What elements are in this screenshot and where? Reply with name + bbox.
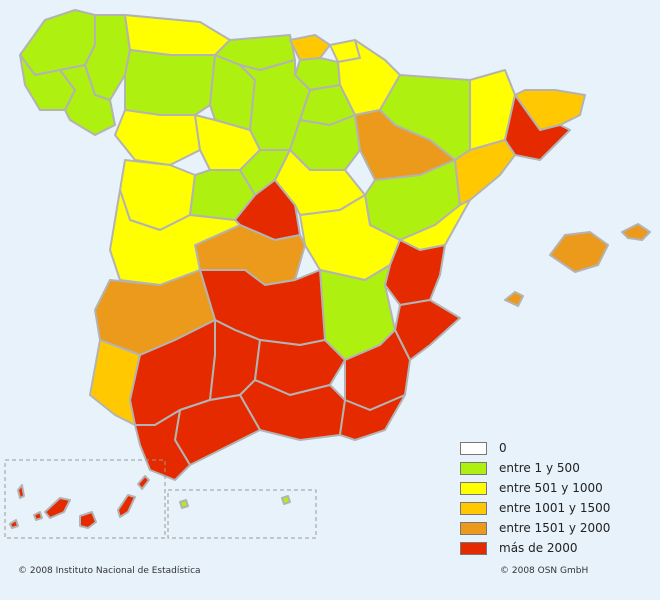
legend-label: entre 1 y 500 [499,461,580,475]
melilla[interactable] [281,495,291,505]
canary-islands-inset [4,459,166,539]
legend-swatch [460,521,487,535]
ceuta[interactable] [179,499,189,509]
province-caceres[interactable] [109,189,241,286]
legend-label: entre 1001 y 1500 [499,501,611,515]
province-ibiza[interactable] [504,291,524,307]
legend-item: entre 501 y 1000 [460,478,650,498]
legend-swatch [460,501,487,515]
province-zamora[interactable] [114,109,201,166]
island-gran-canaria[interactable] [79,511,97,529]
legend-label: más de 2000 [499,541,578,555]
province-mallorca[interactable] [549,231,609,273]
province-asturias[interactable] [124,14,231,56]
copyright-ine: © 2008 Instituto Nacional de Estadística [18,566,201,576]
province-vizcaya[interactable] [289,34,331,61]
legend-item: 0 [460,438,650,458]
copyright-osn: © 2008 OSN GmbH [500,566,589,576]
legend-item: entre 1 y 500 [460,458,650,478]
island-fuerteventura[interactable] [117,494,136,518]
island-lanzarote[interactable] [137,475,150,490]
legend-item: más de 2000 [460,538,650,558]
province-menorca[interactable] [621,223,651,241]
province-valencia[interactable] [384,239,446,306]
province-almeria[interactable] [339,394,406,441]
province-cadiz[interactable] [134,409,191,481]
ceuta-melilla-inset [167,489,317,539]
legend-label: entre 1501 y 2000 [499,521,611,535]
legend-label: entre 501 y 1000 [499,481,603,495]
island-la-gomera[interactable] [33,511,43,521]
legend-item: entre 1001 y 1500 [460,498,650,518]
island-la-palma[interactable] [17,484,25,499]
legend: 0 entre 1 y 500 entre 501 y 1000 entre 1… [460,438,650,558]
legend-swatch [460,461,487,475]
legend-swatch [460,441,487,455]
legend-label: 0 [499,441,507,455]
legend-swatch [460,541,487,555]
legend-swatch [460,481,487,495]
legend-item: entre 1501 y 2000 [460,518,650,538]
island-tenerife[interactable] [44,497,71,519]
province-leon[interactable] [124,49,216,116]
island-el-hierro[interactable] [9,519,19,529]
province-ourense[interactable] [59,64,116,136]
